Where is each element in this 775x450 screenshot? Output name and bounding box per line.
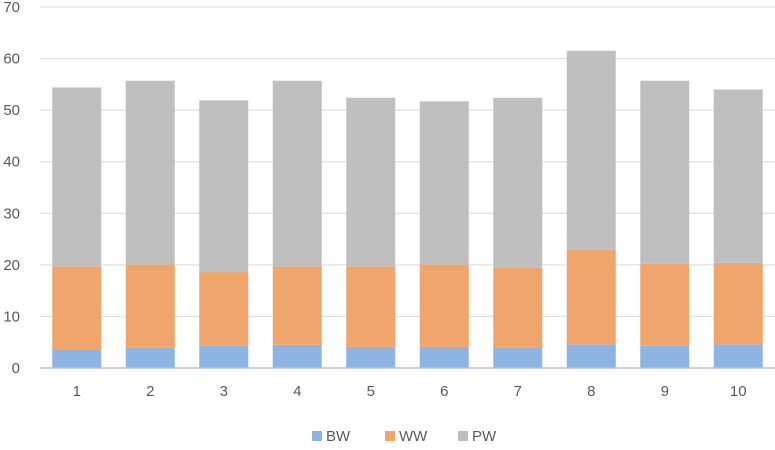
bar-segment-pw [713, 89, 763, 263]
y-tick-label: 60 [3, 51, 20, 68]
y-tick-label: 70 [3, 0, 20, 16]
bar-segment-bw [419, 346, 469, 368]
bar-segment-bw [199, 345, 249, 368]
bar-segment-ww [566, 249, 616, 345]
x-tick-label: 2 [146, 383, 154, 400]
x-tick-label: 4 [293, 383, 301, 400]
bar-segment-ww [713, 262, 763, 345]
bar-segment-pw [493, 97, 543, 268]
legend-label: PW [472, 428, 497, 445]
bar-segment-pw [419, 101, 469, 265]
legend-swatch-ww [385, 431, 395, 441]
bar-segment-pw [346, 97, 396, 267]
y-tick-label: 0 [12, 360, 20, 377]
y-tick-label: 50 [3, 102, 20, 119]
legend-label: WW [399, 428, 428, 445]
bar-segment-bw [346, 346, 396, 368]
bar-segment-bw [493, 347, 543, 368]
legend-swatch-pw [458, 431, 468, 441]
bar-segment-bw [272, 344, 322, 368]
bar-segment-ww [272, 266, 322, 345]
x-tick-label: 6 [440, 383, 448, 400]
legend-label: BW [326, 428, 351, 445]
y-tick-label: 20 [3, 257, 20, 274]
bar-segment-bw [713, 344, 763, 368]
bar-segment-pw [125, 80, 175, 265]
bar-segment-ww [199, 272, 249, 346]
bar-segment-pw [272, 80, 322, 267]
y-tick-label: 10 [3, 308, 20, 325]
x-tick-label: 9 [661, 383, 669, 400]
y-tick-label: 40 [3, 154, 20, 171]
legend-swatch-bw [312, 431, 322, 441]
bar-segment-bw [125, 347, 175, 368]
bar-segment-ww [52, 266, 102, 350]
bar-segment-pw [199, 100, 249, 273]
bar-segment-bw [566, 344, 616, 368]
bar-segment-ww [419, 264, 469, 347]
x-tick-label: 3 [220, 383, 228, 400]
bar-segment-bw [52, 349, 102, 368]
bar-segment-bw [640, 345, 690, 368]
y-tick-label: 30 [3, 205, 20, 222]
x-tick-label: 8 [587, 383, 595, 400]
bar-segment-ww [493, 267, 543, 348]
x-tick-label: 10 [730, 383, 747, 400]
x-tick-label: 5 [367, 383, 375, 400]
bar-segment-ww [346, 266, 396, 347]
x-tick-label: 7 [514, 383, 522, 400]
bar-segment-pw [52, 87, 102, 267]
bar-segment-pw [566, 50, 616, 250]
bar-segment-ww [125, 264, 175, 348]
bar-segment-ww [640, 263, 690, 346]
bar-segment-pw [640, 80, 690, 264]
x-tick-label: 1 [73, 383, 81, 400]
